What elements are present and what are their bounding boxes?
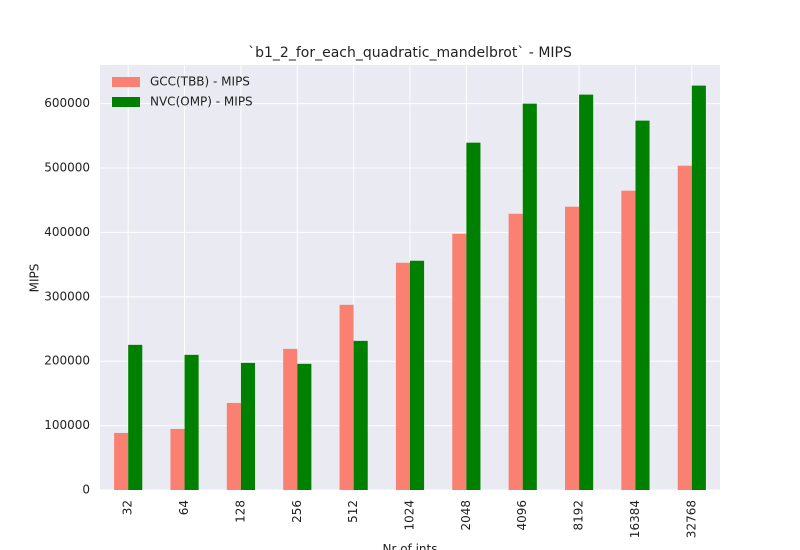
x-tick-label: 64: [177, 500, 191, 515]
x-axis-label: Nr of ints: [382, 542, 437, 550]
x-tick-label: 8192: [572, 500, 586, 531]
legend-swatch: [112, 97, 140, 107]
bar: [522, 103, 537, 491]
x-tick-label: 512: [346, 500, 360, 523]
x-tick-label: 16384: [628, 500, 642, 538]
bar: [297, 363, 312, 490]
bar: [691, 85, 706, 490]
bar: [466, 142, 481, 490]
y-tick-label: 400000: [44, 225, 90, 239]
bar: [283, 348, 298, 490]
bar: [621, 190, 636, 491]
bars: [114, 85, 706, 491]
bar: [226, 402, 241, 490]
bar: [565, 206, 580, 490]
bar: [353, 340, 368, 490]
bar: [508, 213, 523, 490]
bar: [410, 260, 425, 490]
legend: GCC(TBB) - MIPS NVC(OMP) - MIPS: [112, 75, 253, 109]
bar: [114, 432, 129, 490]
bar: [170, 428, 185, 490]
bar: [677, 165, 692, 490]
legend-label: GCC(TBB) - MIPS: [150, 75, 250, 89]
bar: [128, 344, 143, 490]
y-tick-label: 600000: [44, 96, 90, 110]
bar: [339, 304, 354, 490]
bar: [579, 94, 594, 490]
y-tick-label: 200000: [44, 354, 90, 368]
y-axis-label: MIPS: [28, 264, 42, 293]
bar: [395, 262, 410, 490]
legend-swatch: [112, 77, 140, 87]
x-tick-label: 2048: [459, 500, 473, 531]
legend-label: NVC(OMP) - MIPS: [150, 95, 253, 109]
x-tick-label: 1024: [403, 500, 417, 531]
x-tick-label: 128: [233, 500, 247, 523]
y-tick-label: 100000: [44, 418, 90, 432]
y-tick-label: 300000: [44, 289, 90, 303]
y-tick-label: 500000: [44, 161, 90, 175]
bar: [635, 120, 650, 491]
bar: [240, 362, 255, 490]
x-tick-label: 32768: [684, 500, 698, 538]
x-tick-label: 256: [290, 500, 304, 523]
x-tick-label: 32: [121, 500, 135, 515]
bar: [452, 233, 467, 490]
bar: [184, 354, 199, 490]
x-tick-label: 4096: [515, 500, 529, 531]
labels: 0 100000 200000 300000 400000 500000 600000 32 6…: [44, 96, 698, 538]
chart-title: `b1_2_for_each_quadratic_mandelbrot` - M…: [248, 45, 572, 61]
y-tick-label: 0: [82, 483, 90, 497]
